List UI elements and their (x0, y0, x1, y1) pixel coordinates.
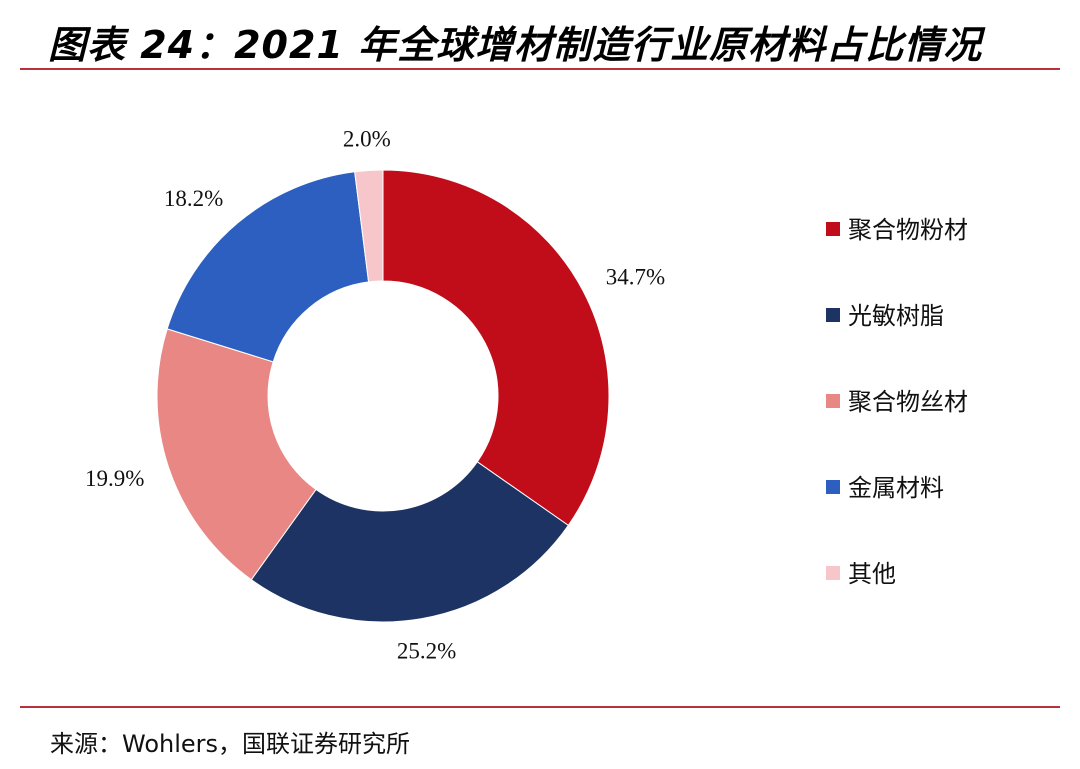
legend-swatch-1 (826, 222, 840, 236)
value-label-5: 2.0% (343, 127, 391, 152)
donut-slice-5 (354, 169, 384, 283)
legend-swatch-4 (826, 480, 840, 494)
legend-label-3: 聚合物丝材 (848, 388, 968, 416)
value-label-2: 25.2% (397, 638, 456, 663)
value-label-4: 18.2% (164, 186, 223, 211)
legend-swatch-5 (826, 566, 840, 580)
donut-slice-3 (156, 328, 317, 581)
legend-label-5: 其他 (848, 560, 896, 588)
legend-label-1: 聚合物粉材 (848, 216, 968, 244)
donut-slice-2 (250, 461, 570, 623)
value-label-3: 19.9% (85, 466, 144, 491)
legend-label-2: 光敏树脂 (848, 302, 944, 330)
labels-group: 34.7% 25.2% 19.9% 18.2% 2.0% (85, 127, 665, 664)
slices-group (156, 169, 610, 623)
footer-divider (20, 706, 1060, 708)
title-divider (20, 68, 1060, 70)
donut-slice-4 (166, 171, 370, 363)
chart-title: 图表 24：2021 年全球增材制造行业原材料占比情况 (48, 23, 983, 67)
legend-label-4: 金属材料 (848, 474, 944, 502)
legend-swatch-3 (826, 394, 840, 408)
donut-slice-1 (382, 169, 610, 527)
legend-swatch-2 (826, 308, 840, 322)
source-note: 来源：Wohlers，国联证券研究所 (50, 730, 411, 758)
value-label-1: 34.7% (606, 265, 665, 290)
